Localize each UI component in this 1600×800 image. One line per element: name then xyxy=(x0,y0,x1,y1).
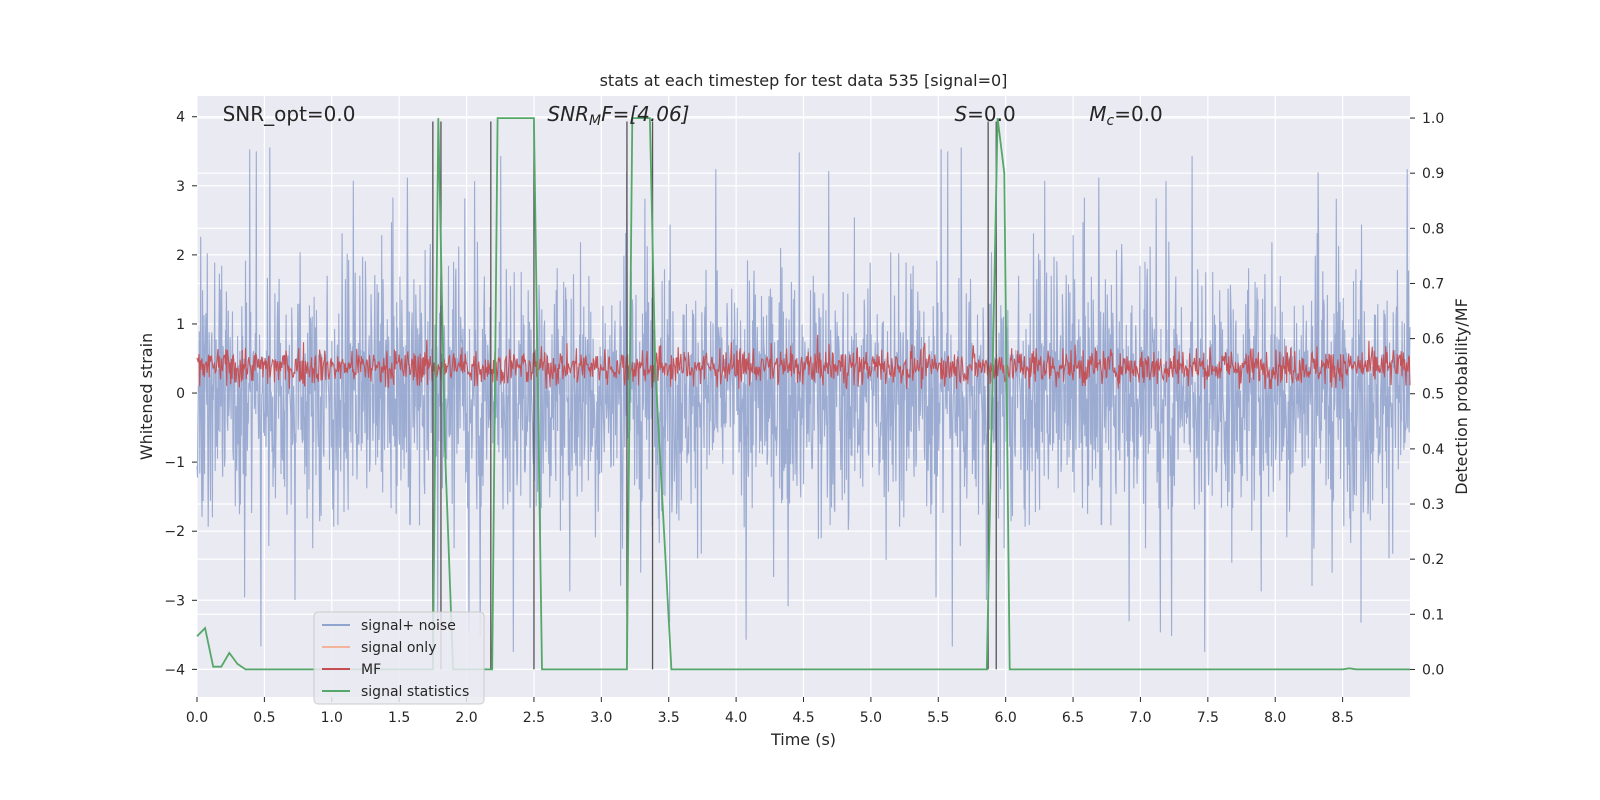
y-tick-label: 1 xyxy=(176,317,185,333)
legend-label: signal statistics xyxy=(361,684,469,700)
y-tick-label: −1 xyxy=(164,455,185,471)
snr-mf-value: F=[4.06] xyxy=(601,102,689,126)
y2-tick-label: 0.5 xyxy=(1422,387,1444,403)
x-tick-label: 3.5 xyxy=(658,710,680,726)
x-tick-label: 5.0 xyxy=(860,710,882,726)
y2-tick-label: 0.7 xyxy=(1422,276,1444,292)
x-tick-label: 4.0 xyxy=(725,710,747,726)
x-tick-label: 3.0 xyxy=(590,710,612,726)
y2-tick-label: 0.2 xyxy=(1422,552,1444,568)
y-tick-label: −2 xyxy=(164,524,185,540)
y-tick-label: 4 xyxy=(176,110,185,126)
s-value: =0.0 xyxy=(967,102,1016,126)
x-tick-label: 2.0 xyxy=(455,710,477,726)
x-tick-label: 1.0 xyxy=(321,710,343,726)
snr-mf-subscript: M xyxy=(589,113,601,129)
mf-series xyxy=(196,334,1411,390)
x-tick-label: 7.5 xyxy=(1197,710,1219,726)
x-tick-label: 1.5 xyxy=(388,710,410,726)
legend-label: signal+ noise xyxy=(361,618,456,634)
y-tick-label: −4 xyxy=(164,662,185,678)
y2-tick-label: 0.6 xyxy=(1422,332,1444,348)
x-tick-label: 6.5 xyxy=(1062,710,1084,726)
mc-subscript: c xyxy=(1106,113,1114,129)
y2-tick-label: 0.1 xyxy=(1422,607,1444,623)
y2-tick-label: 0.4 xyxy=(1422,442,1444,458)
legend-label: signal only xyxy=(361,640,436,656)
x-tick-label: 7.0 xyxy=(1129,710,1151,726)
chart-title: stats at each timestep for test data 535… xyxy=(600,71,1008,90)
legend-label: MF xyxy=(361,662,381,678)
y2-tick-label: 0.3 xyxy=(1422,497,1444,513)
y-tick-label: 0 xyxy=(176,386,185,402)
mc-symbol: M xyxy=(1089,102,1106,126)
x-tick-label: 0.0 xyxy=(186,710,208,726)
mf-line xyxy=(196,334,1411,390)
y2-tick-label: 1.0 xyxy=(1422,111,1444,127)
y2-tick-label: 0.9 xyxy=(1422,166,1444,182)
signal-noise-series xyxy=(196,147,1411,652)
y2-tick-label: 0.8 xyxy=(1422,221,1444,237)
x-tick-label: 4.5 xyxy=(792,710,814,726)
annotation-s: S=0.0 xyxy=(954,102,1015,126)
y-axis-label: Whitened strain xyxy=(137,333,156,460)
annotation-mc: Mc=0.0 xyxy=(1089,102,1163,129)
mc-value: =0.0 xyxy=(1114,102,1163,126)
legend-box xyxy=(313,611,485,705)
x-tick-label: 6.0 xyxy=(995,710,1017,726)
signal-noise-line xyxy=(196,147,1411,652)
x-tick-label: 8.0 xyxy=(1264,710,1286,726)
y-tick-label: 3 xyxy=(176,179,185,195)
axis-ticks: 0.0 0.5 1.0 1.5 2.0 2.5 3.0 3.5 4.0 4.5 5.0 5.5 6.0 6… xyxy=(164,110,1444,726)
annotation-snr-mf: SNRMF=[4.06] xyxy=(547,102,689,129)
y2-axis-label: Detection probability/MF xyxy=(1452,298,1471,495)
y-tick-label: −3 xyxy=(164,593,185,609)
x-tick-label: 2.5 xyxy=(523,710,545,726)
snr-mf-symbol: SNR xyxy=(547,102,589,126)
annotation-snr-opt: SNR_opt=0.0 xyxy=(223,102,356,126)
x-tick-label: 5.5 xyxy=(927,710,949,726)
legend: signal+ noise signal only MF signal statist… xyxy=(313,611,485,705)
vertical-markers xyxy=(432,121,997,670)
x-tick-label: 8.5 xyxy=(1331,710,1353,726)
y2-tick-label: 0.0 xyxy=(1422,662,1444,678)
x-tick-label: 0.5 xyxy=(253,710,275,726)
s-symbol: S xyxy=(954,102,967,126)
x-axis-label: Time (s) xyxy=(770,730,836,749)
y-tick-label: 2 xyxy=(176,248,185,264)
